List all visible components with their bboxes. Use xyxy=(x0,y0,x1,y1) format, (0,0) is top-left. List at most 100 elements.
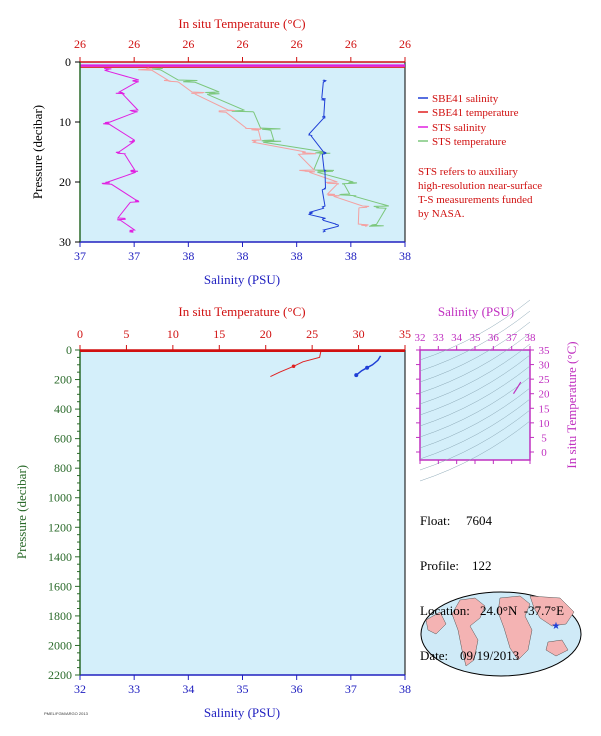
top-chart-legend: SBE41 salinity SBE41 temperature STS sal… xyxy=(418,93,542,220)
float-row: Float: 7604 xyxy=(420,513,564,528)
float-info: Float: 7604 Profile: 122 Location: 24.0°N -… xyxy=(420,483,564,678)
map-landmass-americas xyxy=(451,597,486,667)
top-temp-tick-label: 26 xyxy=(237,37,249,51)
top-temp-tick-label: 26 xyxy=(291,37,303,51)
ts-density-contour xyxy=(419,398,531,460)
bottom-pressure-tick-label: 800 xyxy=(54,461,72,475)
bottom-sal-tick-label: 37 xyxy=(345,682,357,696)
ts-profile-line xyxy=(512,381,522,395)
ts-sal-tick-label: 32 xyxy=(415,332,426,344)
ts-density-contour xyxy=(419,420,531,482)
ts-density-contour xyxy=(419,321,531,383)
date-value: 09/19/2013 xyxy=(460,648,520,663)
top-sal-tick-label: 38 xyxy=(237,249,249,263)
ts-temp-tick-label: 0 xyxy=(541,447,547,459)
ts-density-contour xyxy=(419,409,531,471)
bottom-chart: 0 5 10 15 20 25 30 35 32 33 34 35 36 37 38 0 200 400 600 80… xyxy=(14,304,411,720)
footer-credit: PMEL/FGM/ARGO 2013 xyxy=(44,711,88,716)
ts-chart-salinity-label: Salinity (PSU) xyxy=(438,304,514,319)
bottom-temp-tick-label: 25 xyxy=(306,327,318,341)
ts-sal-tick-label: 34 xyxy=(451,332,463,344)
bottom-pressure-tick-label: 1800 xyxy=(48,609,72,623)
top-temp-tick-label: 26 xyxy=(74,37,86,51)
bottom-chart-temperature-label: In situ Temperature (°C) xyxy=(178,304,305,319)
ts-temp-tick-label: 30 xyxy=(539,360,551,372)
bottom-sal-tick-label: 35 xyxy=(237,682,249,696)
bottom-temperature-line xyxy=(270,349,322,378)
bottom-chart-series xyxy=(270,349,382,378)
sts-temperature-line xyxy=(151,67,389,227)
bottom-sal-tick-label: 34 xyxy=(182,682,194,696)
top-sal-tick-label: 38 xyxy=(399,249,411,263)
date-label: Date: xyxy=(420,648,449,663)
sts-note-line-1: STS refers to auxiliary xyxy=(418,166,518,178)
ts-density-contour xyxy=(419,387,531,449)
ts-sal-tick-label: 33 xyxy=(433,332,445,344)
bottom-pressure-tick-label: 0 xyxy=(66,343,72,357)
top-chart-series xyxy=(80,64,405,233)
ts-sal-tick-label: 35 xyxy=(470,332,482,344)
bottom-temp-tick-label: 5 xyxy=(123,327,129,341)
map-landmass-europe-africa xyxy=(497,595,533,661)
top-sal-tick-label: 38 xyxy=(291,249,303,263)
float-value: 7604 xyxy=(466,513,492,528)
top-pressure-tick-label: 20 xyxy=(59,175,71,189)
ts-chart-series xyxy=(512,381,522,395)
ts-temp-tick-label: 10 xyxy=(539,418,551,430)
top-chart-pressure-label: Pressure (decibar) xyxy=(30,105,45,199)
bottom-pressure-tick-label: 2000 xyxy=(48,638,72,652)
top-sal-tick-label: 37 xyxy=(74,249,86,263)
map-landmass-asia xyxy=(529,595,575,627)
ts-density-contours xyxy=(419,299,531,482)
ts-chart-temperature-label: In situ Temperature (°C) xyxy=(564,341,579,468)
bottom-pressure-tick-label: 600 xyxy=(54,432,72,446)
bottom-pressure-tick-label: 1000 xyxy=(48,491,72,505)
top-chart: 26 26 26 26 26 26 26 37 37 38 38 38 38 38 0 10 20 30 In s… xyxy=(30,16,411,287)
bottom-temp-tick-label: 20 xyxy=(260,327,272,341)
location-value: 24.0°N -37.7°E xyxy=(480,603,565,618)
profile-label: Profile: xyxy=(420,558,459,573)
location-label: Location: xyxy=(420,603,470,618)
ts-density-contour xyxy=(419,365,531,427)
bottom-temp-tick-label: 30 xyxy=(353,327,365,341)
bottom-temp-tick-label: 15 xyxy=(213,327,225,341)
bottom-pressure-tick-label: 1400 xyxy=(48,550,72,564)
legend-sts-salinity: STS salinity xyxy=(432,122,487,134)
top-chart-ticks: 26 26 26 26 26 26 26 37 37 38 38 38 38 38 0 10 20 30 xyxy=(59,37,411,263)
ts-density-contour xyxy=(419,299,531,361)
bottom-sal-tick-label: 36 xyxy=(291,682,303,696)
top-pressure-tick-label: 10 xyxy=(59,115,71,129)
legend-sbe41-salinity: SBE41 salinity xyxy=(432,93,499,105)
profile-row: Profile: 122 xyxy=(420,558,564,573)
ts-temp-tick-label: 35 xyxy=(539,345,551,357)
bottom-pressure-tick-label: 200 xyxy=(54,373,72,387)
top-sal-tick-label: 38 xyxy=(345,249,357,263)
sts-salinity-line xyxy=(101,67,140,233)
legend-sbe41-temperature: SBE41 temperature xyxy=(432,107,519,119)
bottom-sal-tick-label: 33 xyxy=(128,682,140,696)
ts-temp-tick-label: 20 xyxy=(539,389,551,401)
bottom-chart-pressure-label: Pressure (decibar) xyxy=(14,465,29,559)
world-map: ★ xyxy=(420,591,582,677)
top-plot-area xyxy=(79,61,406,243)
ts-plot-area xyxy=(419,349,531,461)
top-chart-temperature-label: In situ Temperature (°C) xyxy=(178,16,305,31)
map-landmass-australia xyxy=(545,639,569,657)
date-row: Date: 09/19/2013 xyxy=(420,648,564,663)
sts-temperature-alt-line xyxy=(138,67,370,227)
ts-temp-tick-label: 15 xyxy=(539,403,551,415)
bottom-temp-tick-label: 0 xyxy=(77,327,83,341)
top-temp-tick-label: 26 xyxy=(182,37,194,51)
ts-temp-tick-label: 5 xyxy=(541,432,547,444)
top-pressure-tick-label: 30 xyxy=(59,235,71,249)
map-landmass-west xyxy=(425,611,447,635)
float-location-marker: ★ xyxy=(552,621,561,632)
sbe41-salinity-line xyxy=(307,79,340,233)
bottom-salinity-point xyxy=(365,365,370,370)
bottom-pressure-tick-label: 1200 xyxy=(48,520,72,534)
bottom-chart-salinity-label: Salinity (PSU) xyxy=(204,705,280,720)
ts-density-contour xyxy=(419,343,531,405)
bottom-sal-tick-label: 32 xyxy=(74,682,86,696)
sts-note-line-4: by NASA. xyxy=(418,208,465,220)
bottom-pressure-tick-label: 1600 xyxy=(48,579,72,593)
